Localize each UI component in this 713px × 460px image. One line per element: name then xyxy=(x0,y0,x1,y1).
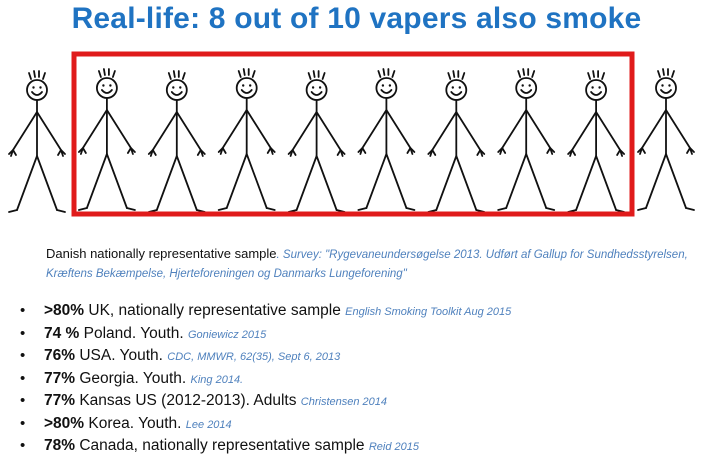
bullet-icon: • xyxy=(20,347,26,364)
sample-text: Danish nationally representative sample xyxy=(46,246,277,261)
item-text: Korea. Youth. xyxy=(84,414,186,432)
list-item: • 77% Kansas US (2012-2013). Adults Chris… xyxy=(20,390,710,413)
item-citation: Christensen 2014 xyxy=(300,396,388,408)
percentage: 74 % xyxy=(44,324,80,342)
list-item: • 77% Georgia. Youth. King 2014. xyxy=(20,368,710,391)
item-text: Poland. Youth. xyxy=(79,324,188,342)
stick-figure-person xyxy=(217,68,276,211)
list-item: • 78% Canada, nationally representative s… xyxy=(20,435,710,458)
percentage: 76% xyxy=(44,347,76,364)
stick-figure-person xyxy=(147,70,206,213)
bullet-icon: • xyxy=(20,302,26,319)
stick-figure-person xyxy=(287,70,346,213)
highlight-box xyxy=(71,51,635,217)
stick-figure-person xyxy=(637,68,695,211)
bullet-icon: • xyxy=(20,414,26,432)
percentage: 77% xyxy=(44,369,76,387)
item-citation: CDC, MMWR, 62(35), Sept 6, 2013 xyxy=(167,351,341,363)
stick-figure-person xyxy=(427,70,486,213)
percentage: 77% xyxy=(44,392,76,409)
item-text: Kansas US (2012-2013). Adults xyxy=(75,392,301,409)
stick-figure-person xyxy=(8,70,66,213)
item-citation: King 2014. xyxy=(190,373,244,386)
sample-description: Danish nationally representative sample.… xyxy=(46,245,706,283)
list-item: • >80% Korea. Youth. Lee 2014 xyxy=(20,413,710,436)
item-text: UK, nationally representative sample xyxy=(84,302,346,319)
item-citation: Reid 2015 xyxy=(368,441,419,453)
slide-title: Real-life: 8 out of 10 vapers also smoke xyxy=(71,2,642,35)
list-item: • 74 % Poland. Youth. Goniewicz 2015 xyxy=(20,323,710,346)
item-text: Canada, nationally representative sample xyxy=(75,437,369,454)
percentage: >80% xyxy=(44,302,85,319)
list-item: • >80% UK, nationally representative samp… xyxy=(20,300,710,323)
list-item: • 76% USA. Youth. CDC, MMWR, 62(35), Sept… xyxy=(20,345,710,368)
item-citation: Lee 2014 xyxy=(185,418,232,431)
item-citation: Goniewicz 2015 xyxy=(187,328,267,341)
bullet-icon: • xyxy=(20,324,26,342)
stick-figures-illustration xyxy=(8,51,695,217)
bullet-icon: • xyxy=(20,392,26,409)
bullet-icon: • xyxy=(20,437,26,454)
stick-figure-person xyxy=(497,68,556,211)
percentage: >80% xyxy=(44,414,85,432)
bullet-icon: • xyxy=(20,369,26,387)
stick-figure-person xyxy=(567,70,625,213)
item-text: USA. Youth. xyxy=(75,347,168,364)
sample-citation: . Survey: "Rygevaneundersøgelse 2013. Ud… xyxy=(46,249,688,280)
item-text: Georgia. Youth. xyxy=(75,369,191,387)
stick-figure-person xyxy=(357,68,416,211)
stick-figure-person xyxy=(78,68,136,211)
statistics-list: • >80% UK, nationally representative samp… xyxy=(20,300,710,458)
item-citation: English Smoking Toolkit Aug 2015 xyxy=(345,306,512,318)
percentage: 78% xyxy=(44,437,76,454)
